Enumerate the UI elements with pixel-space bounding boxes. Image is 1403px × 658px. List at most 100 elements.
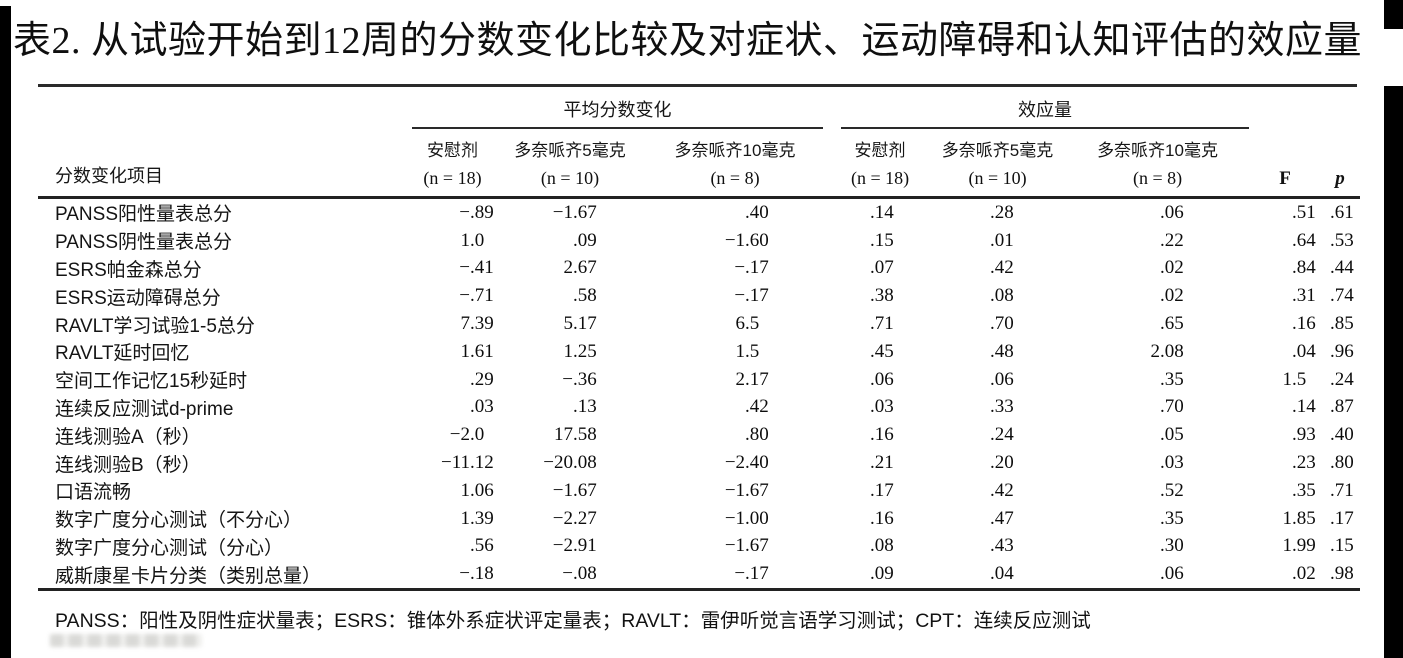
spacer-cell (38, 88, 405, 129)
mean-donepezil10-value: −1.60 (724, 229, 769, 251)
effect-donepezil5-value: .01 (990, 229, 1014, 251)
group-cell-mean: 平均分数变化 (405, 88, 830, 129)
effect-donepezil10-value: .03 (1160, 452, 1184, 474)
mean-donepezil5-value: .58 (573, 285, 597, 307)
title-rule (38, 84, 1357, 87)
f-value: .23 (1292, 452, 1316, 474)
f-value: .16 (1292, 313, 1316, 335)
mean-placebo-value: 1.39 (460, 507, 494, 529)
col-header-mean-donepezil10: 多奈哌齐10毫克 (674, 141, 796, 160)
col-header-effect-donepezil10: 多奈哌齐10毫克 (1097, 141, 1218, 160)
effect-donepezil5-value: .42 (990, 257, 1014, 279)
mean-placebo-value: − .18 (405, 560, 500, 592)
group-cell-effect: 效应量 (830, 88, 1250, 129)
mean-donepezil5-value: 2.67 (563, 257, 597, 279)
data-table: 平均分数变化 效应量 分数变化项目 安慰剂 多奈哌齐5毫克 多奈哌齐10毫克 安… (38, 88, 1361, 592)
mean-donepezil10-value: 2.17 (735, 368, 769, 390)
faded-text-artifact (50, 634, 202, 647)
effect-placebo-value: .38 (870, 285, 894, 307)
mean-donepezil5-value: 5.17 (563, 313, 597, 335)
table-row: RAVLT学习试验1-5总分 7.39 5.17 6.5 .71 .70 .65… (38, 310, 1360, 338)
row-label: 口语流畅 (55, 482, 132, 504)
mean-donepezil5-value: 17.58 (554, 424, 597, 446)
f-value: .84 (1292, 257, 1316, 279)
table-row: ESRS运动障碍总分 − .71 .58 − .17 .38 .08 .02 .31… (38, 282, 1360, 310)
mean-donepezil10-value: .80 (745, 424, 769, 446)
mean-placebo-value: −11.12 (440, 452, 494, 474)
table-title: 表2. 从试验开始到12周的分数变化比较及对症状、运动障碍和认知评估的效应量 (13, 20, 1363, 62)
p-value: .40 (1330, 424, 1354, 446)
mean-donepezil10-value: −2.40 (724, 452, 769, 474)
f-value: 1.99 (1282, 535, 1316, 557)
mean-donepezil10-value: 6.5 (735, 313, 760, 335)
effect-donepezil10-value: .35 (1160, 368, 1184, 390)
n-label: (n = 18) (830, 163, 931, 199)
group-header-effect-size: 效应量 (841, 96, 1250, 129)
f-value: .35 (1292, 479, 1316, 501)
table-row: 连线测验A（秒） −2.0 17.58 .80 .16 .24 .05 .93 … (38, 421, 1360, 449)
effect-placebo-value: .16 (870, 424, 894, 446)
effect-donepezil5-value: .20 (990, 452, 1014, 474)
effect-donepezil5-value: .33 (990, 396, 1014, 418)
effect-placebo-value: .06 (870, 368, 894, 390)
effect-donepezil5-value: .24 (990, 424, 1014, 446)
effect-placebo-value: .21 (870, 452, 894, 474)
row-label: 数字广度分心测试（不分心） (55, 510, 303, 532)
mean-placebo-value: − .71 (459, 285, 494, 307)
effect-donepezil10-value: .30 (1160, 535, 1184, 557)
mean-donepezil10-value: − .17 (734, 257, 769, 279)
table-row: PANSS阳性量表总分 − .89 −1.67 .40 .14 .28 .06 .… (38, 198, 1360, 227)
table-body: PANSS阳性量表总分 − .89 −1.67 .40 .14 .28 .06 .… (38, 198, 1361, 592)
effect-donepezil5-value: .48 (990, 340, 1014, 362)
col-header-p: p (1320, 129, 1361, 199)
mean-donepezil10-value: − .17 (734, 285, 769, 307)
p-value: .85 (1330, 313, 1354, 335)
spacer-cell (1250, 88, 1360, 129)
col-header-F: F (1250, 129, 1321, 199)
n-label: (n = 10) (500, 163, 640, 199)
effect-donepezil5-value: .70 (990, 313, 1014, 335)
effect-donepezil10-value: 2.08 (1150, 340, 1184, 362)
table-row: ESRS帕金森总分 − .41 2.67 − .17 .07 .42 .02 .84… (38, 255, 1360, 283)
table-row: 空间工作记忆15秒延时 .29 − .36 2.17 .06 .06 .35 1.… (38, 366, 1360, 394)
mean-donepezil5-value: − .08 (500, 560, 640, 592)
sample-size-row: (n = 18) (n = 10) (n = 8) (n = 18) (n = … (38, 163, 1360, 199)
mean-donepezil10-value: − .17 (640, 560, 831, 592)
table-row: PANSS阴性量表总分 1.0 .09 −1.60 .15 .01 .22 .6… (38, 227, 1360, 255)
row-label: 连线测验A（秒） (55, 426, 201, 448)
table-row: 威斯康星卡片分类（类别总量） − .18 − .08 − .17 .09 .04 .0… (38, 560, 1361, 592)
f-value: .31 (1292, 285, 1316, 307)
table-row: 数字广度分心测试（不分心） 1.39 −2.27 −1.00 .16 .47 .… (38, 505, 1360, 533)
mean-placebo-value: .29 (470, 368, 494, 390)
mean-placebo-value: − .89 (459, 201, 494, 223)
row-label: PANSS阴性量表总分 (55, 232, 233, 254)
table-row: RAVLT延时回忆 1.61 1.25 1.5 .45 .48 2.08 .04… (38, 338, 1360, 366)
table-row: 数字广度分心测试（分心） .56 −2.91 −1.67 .08 .43 .30… (38, 533, 1360, 561)
col-header-effect-placebo: 安慰剂 (854, 141, 906, 160)
group-header-mean-change: 平均分数变化 (412, 96, 824, 129)
mean-donepezil10-value: −1.00 (724, 507, 769, 529)
table-row: 口语流畅 1.06 −1.67 −1.67 .17 .42 .52 .35 .7… (38, 477, 1360, 505)
left-letterbox-bar (0, 6, 11, 658)
effect-donepezil5-value: .06 (990, 368, 1014, 390)
effect-placebo-value: .08 (870, 535, 894, 557)
effect-donepezil10-value: .52 (1160, 479, 1184, 501)
mean-placebo-value: 1.0 (460, 229, 485, 251)
effect-donepezil10-value: .06 (1065, 560, 1251, 592)
effect-placebo-value: .09 (830, 560, 931, 592)
f-value: .64 (1292, 229, 1316, 251)
effect-placebo-value: .14 (870, 201, 894, 223)
effect-placebo-value: .15 (870, 229, 894, 251)
p-value: .44 (1330, 257, 1354, 279)
column-name-row: 分数变化项目 安慰剂 多奈哌齐5毫克 多奈哌齐10毫克 安慰剂 多奈哌齐5毫克 … (38, 129, 1361, 199)
effect-donepezil5-value: .08 (990, 285, 1014, 307)
effect-donepezil10-value: .05 (1160, 424, 1184, 446)
n-label: (n = 8) (640, 163, 831, 199)
table-header: 平均分数变化 效应量 分数变化项目 安慰剂 多奈哌齐5毫克 多奈哌齐10毫克 安… (38, 88, 1361, 199)
mean-donepezil10-value: −1.67 (724, 479, 769, 501)
p-value: .87 (1330, 396, 1354, 418)
n-label: (n = 8) (1065, 163, 1251, 199)
effect-placebo-value: .07 (870, 257, 894, 279)
p-value: .53 (1330, 229, 1354, 251)
mean-placebo-value: 1.61 (460, 340, 494, 362)
